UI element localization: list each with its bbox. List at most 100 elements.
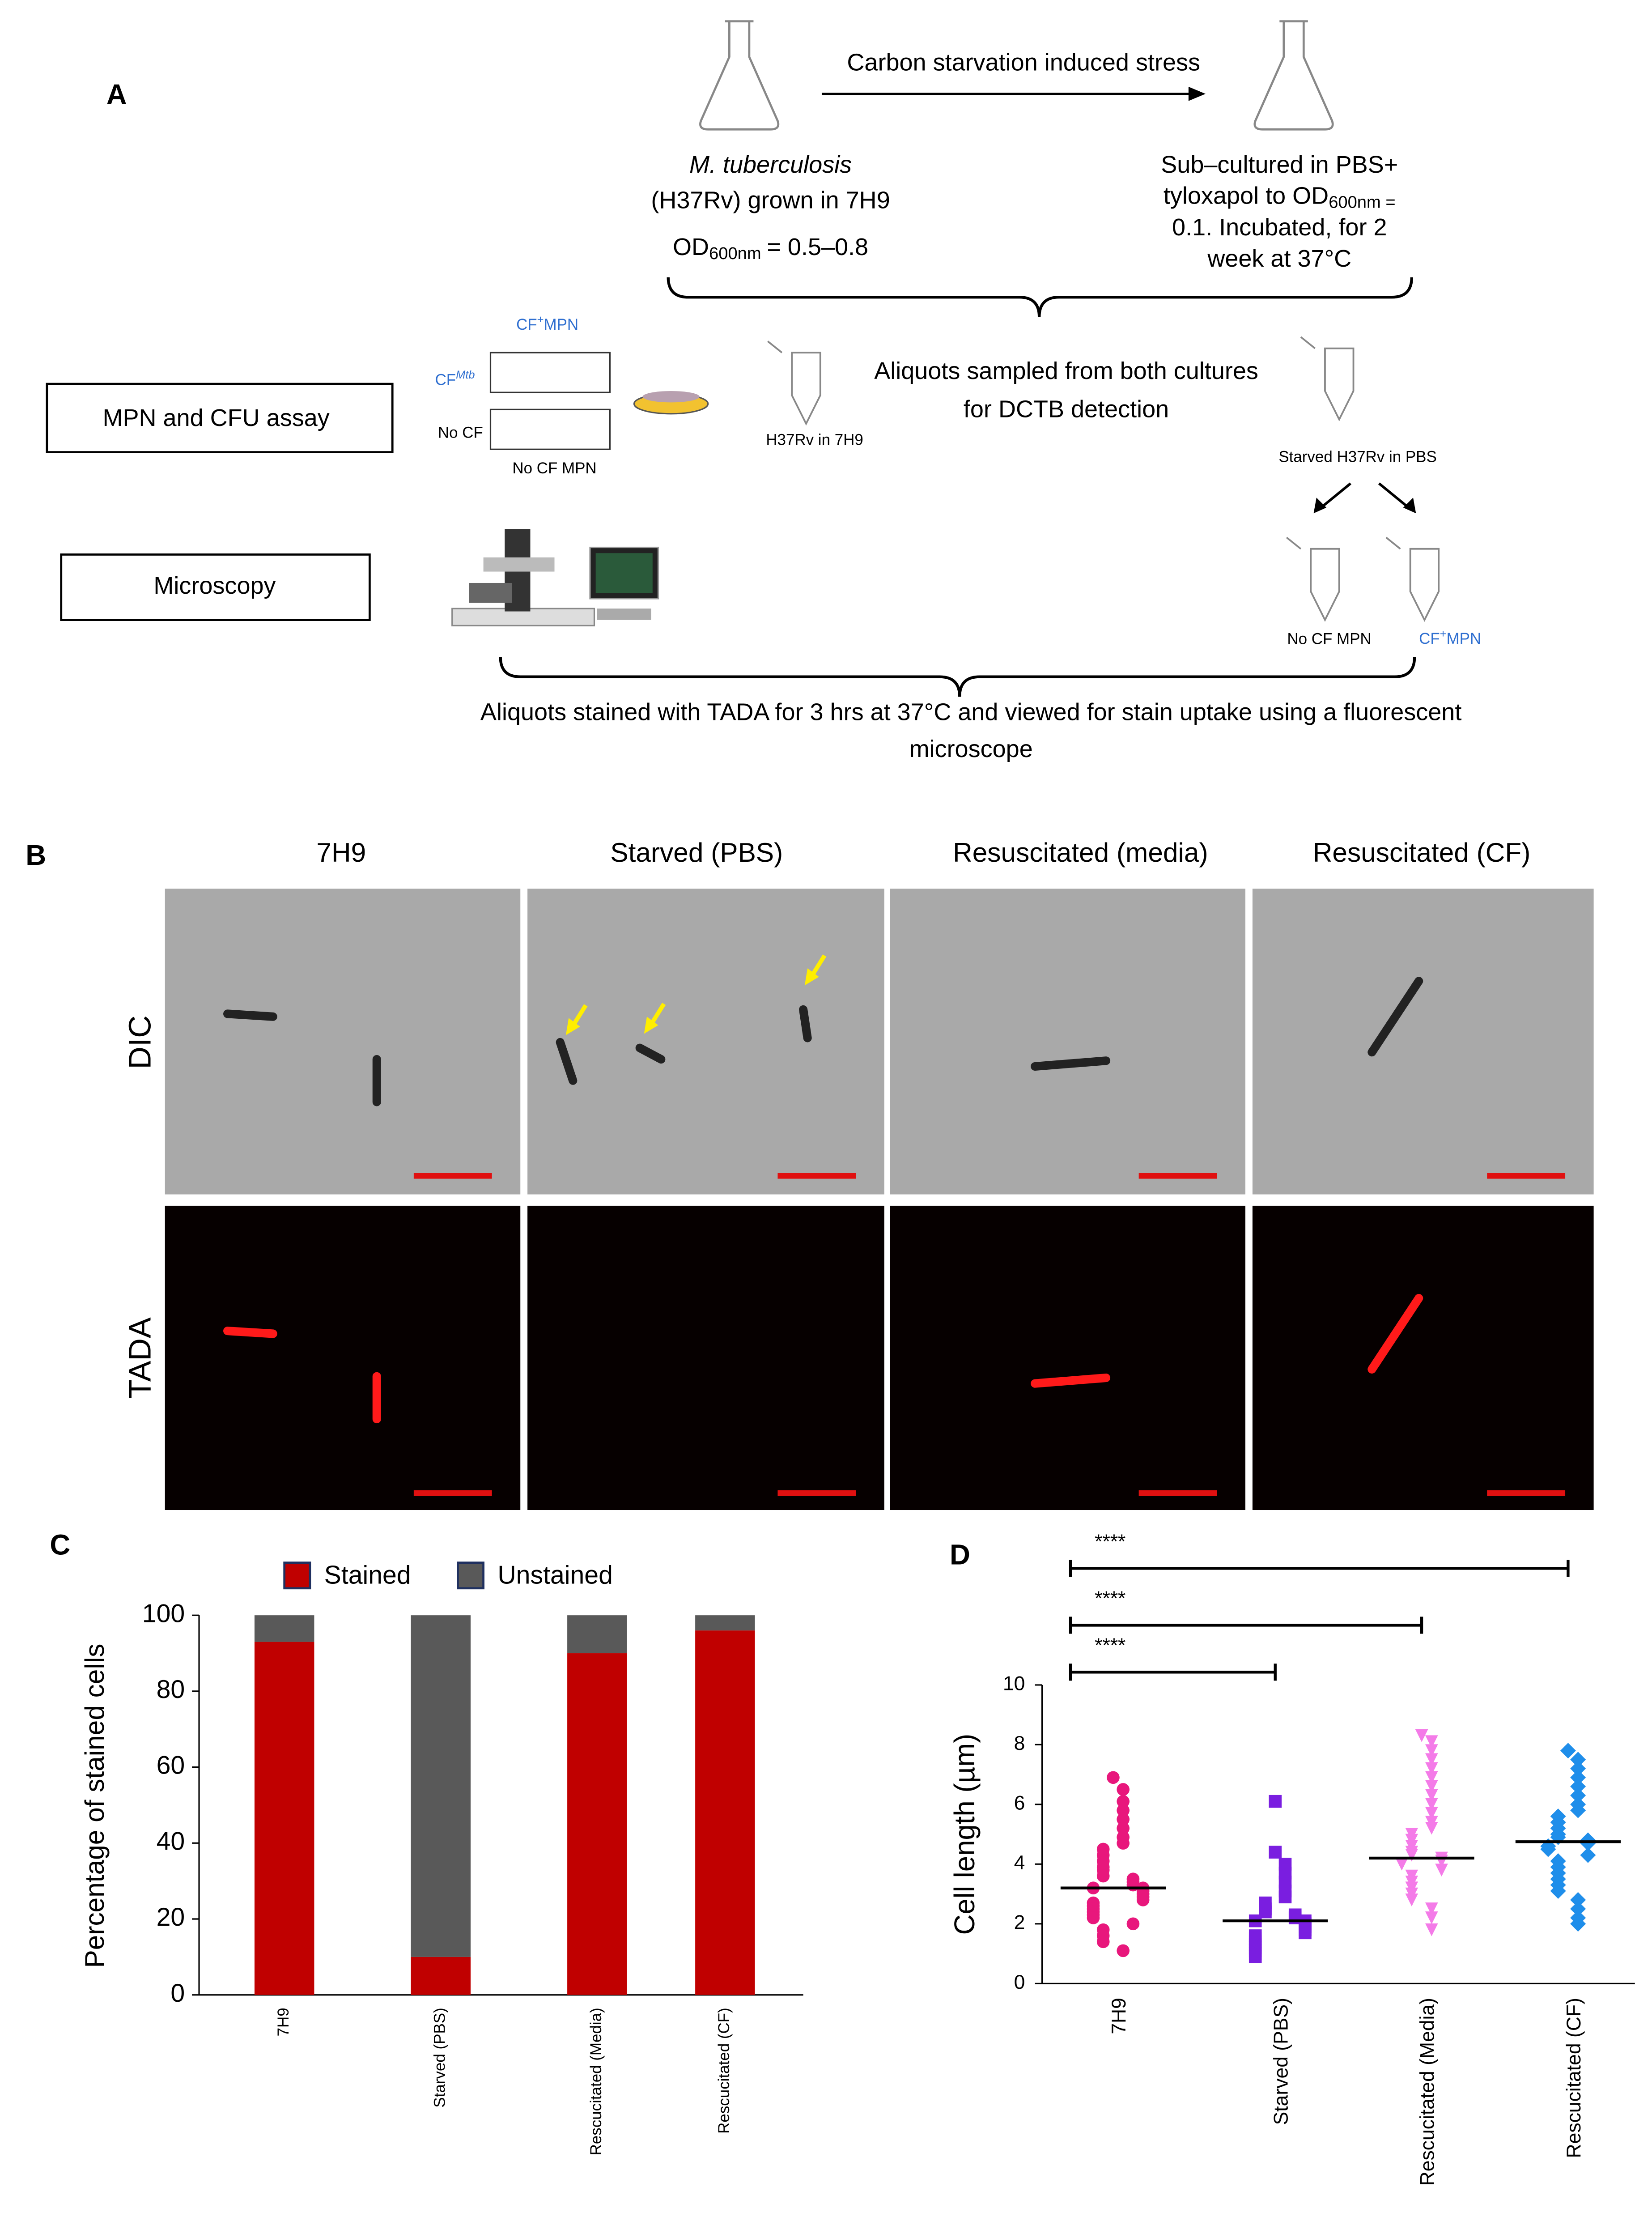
x-tick-label: 7H9 [1108, 1998, 1130, 2034]
data-point [1278, 1890, 1292, 1904]
superscript: + [1440, 627, 1447, 640]
y-tick-label: 20 [157, 1903, 185, 1932]
significance-label: **** [1095, 1531, 1125, 1553]
data-point [1425, 1798, 1438, 1811]
text-part: tyloxapol to OD [1164, 183, 1329, 209]
x-tick-label: 7H9 [275, 2008, 292, 2036]
subscript: 600nm [709, 244, 761, 263]
data-point [1126, 1917, 1140, 1931]
text-part: = 0.5–0.8 [767, 234, 868, 260]
bar-segment [695, 1615, 755, 1631]
culture-text: Sub–cultured in PBS+ [1161, 151, 1398, 178]
data-point [1425, 1744, 1438, 1757]
dic-image [165, 889, 521, 1195]
data-point [1096, 1935, 1110, 1949]
cell-rod [556, 1038, 578, 1085]
sampling-text: Aliquots sampled from both cultures [874, 357, 1258, 384]
data-point [1425, 1780, 1438, 1793]
column-title: 7H9 [316, 837, 366, 868]
y-axis-label: Cell length (µm) [949, 1734, 981, 1935]
bar-segment [695, 1630, 755, 1995]
significance-bracket [1069, 1560, 1570, 1577]
split-arrows [1318, 482, 1411, 510]
x-tick-label: Rescucitated (CF) [1563, 1998, 1585, 2158]
data-point [1087, 1911, 1100, 1924]
x-tick-label: Rescucitated (CF) [715, 2008, 733, 2134]
data-point [1550, 1883, 1566, 1899]
data-point [1425, 1923, 1438, 1936]
data-point [1425, 1753, 1438, 1766]
text-part: OD [673, 234, 709, 260]
data-point [1117, 1783, 1130, 1796]
significance-label: **** [1095, 1634, 1125, 1656]
data-point [1425, 1762, 1438, 1775]
data-point [1096, 1869, 1110, 1883]
row-title: TADA [122, 1317, 157, 1399]
micrographs: 7H9 Starved (PBS) Resuscitated (media) Resu… [122, 837, 1594, 1510]
y-tick-label: 10 [1003, 1673, 1025, 1695]
y-tick-label: 0 [170, 1979, 185, 2008]
data-point [1580, 1835, 1596, 1851]
microscope-icon [451, 529, 659, 626]
yellow-arrow [644, 1017, 658, 1034]
data-point [1570, 1761, 1586, 1777]
y-tick-label: 40 [157, 1827, 185, 1855]
cell-rod [635, 1043, 666, 1064]
tube-label: No CF MPN [1287, 630, 1371, 647]
y-tick-label: 8 [1014, 1732, 1025, 1754]
data-point [1405, 1893, 1418, 1906]
data-point [1425, 1821, 1438, 1835]
cell-rod [223, 1009, 277, 1021]
panel-label: A [106, 79, 127, 111]
box [60, 553, 371, 621]
text-part: CF [435, 371, 456, 389]
y-tick-label: 60 [157, 1751, 185, 1780]
data-point [1299, 1926, 1312, 1940]
yellow-arrow [804, 968, 819, 986]
text-part: MPN [1447, 630, 1482, 647]
row-title: DIC [122, 1015, 157, 1069]
column-title: Resuscitated (CF) [1313, 837, 1530, 868]
x-tick-label: Rescucitated (Media) [1417, 1998, 1439, 2186]
dic-image [1252, 889, 1594, 1195]
data-point [1117, 1821, 1130, 1835]
data-point [1425, 1771, 1438, 1784]
panel-label: C [50, 1529, 70, 1561]
panel-label: D [950, 1539, 970, 1571]
y-tick-label: 2 [1014, 1912, 1025, 1934]
text-part: MPN [544, 316, 579, 333]
tube-label: H37Rv in 7H9 [766, 431, 863, 448]
arrow-head [1188, 86, 1206, 101]
data-point [1107, 1771, 1120, 1784]
culture-text: week at 37°C [1207, 245, 1351, 272]
tada-image [165, 1205, 521, 1510]
data-point [1249, 1950, 1262, 1963]
legend-label: Unstained [497, 1561, 613, 1589]
data-point [1570, 1770, 1586, 1786]
flask-icons [699, 20, 1334, 131]
data-point [1395, 1858, 1408, 1871]
bar-segment [254, 1615, 314, 1642]
data-point [1117, 1944, 1130, 1957]
yellow-arrow [565, 1018, 580, 1035]
data-point [1269, 1795, 1282, 1808]
significance-bracket [1069, 1617, 1423, 1634]
tada-image [890, 1205, 1246, 1510]
culture-text: 0.1. Incubated, for 2 [1172, 214, 1387, 241]
plate-label: No CF [438, 424, 483, 442]
data-point [1425, 1735, 1438, 1749]
box-label: Microscopy [153, 572, 276, 599]
tada-image [527, 1205, 884, 1510]
data-point [1117, 1804, 1130, 1817]
y-tick-label: 6 [1014, 1792, 1025, 1814]
box [46, 383, 394, 453]
culture-text: tyloxapol to OD600nm = [1164, 183, 1396, 212]
data-point [1570, 1802, 1586, 1818]
column-title: Starved (PBS) [610, 837, 783, 868]
data-point [1425, 1911, 1438, 1924]
dic-image [527, 889, 884, 1195]
legend-label: Stained [324, 1561, 411, 1589]
cell-rod [1031, 1056, 1111, 1071]
petri-dish [642, 391, 700, 403]
